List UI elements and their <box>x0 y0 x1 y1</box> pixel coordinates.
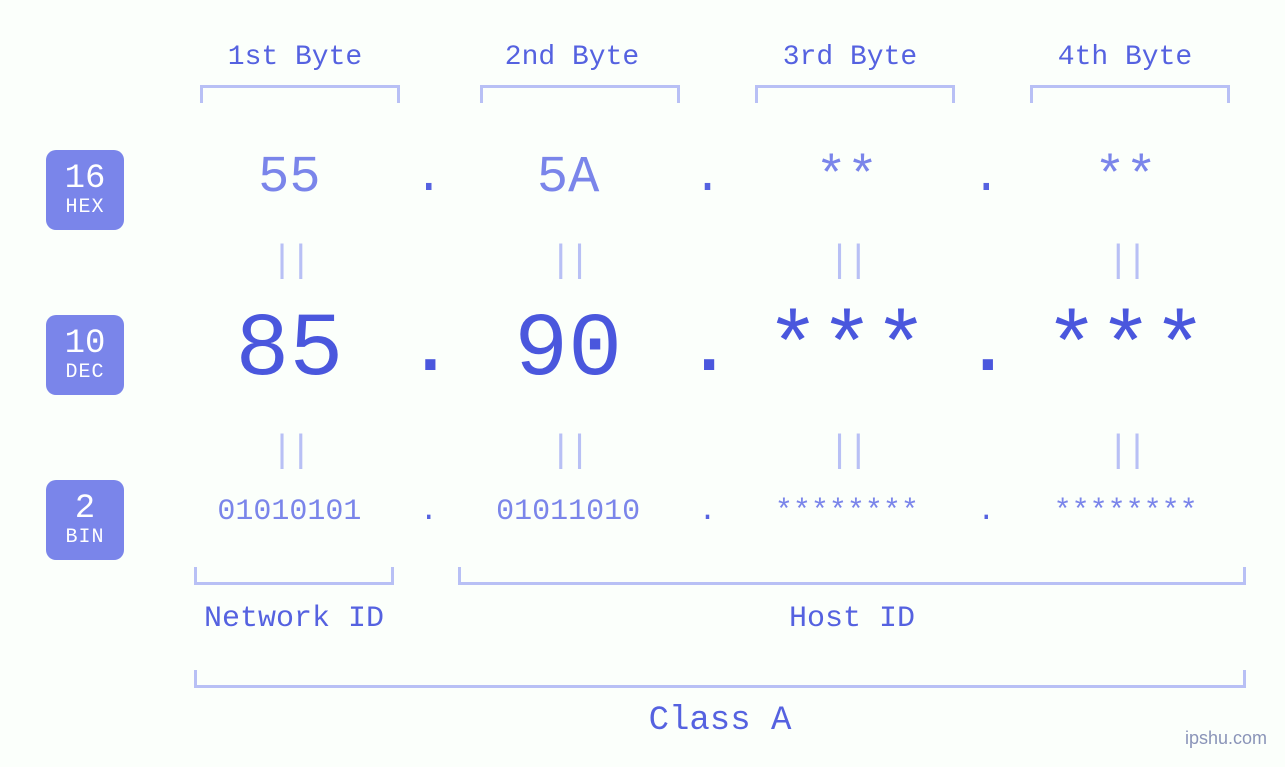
bin-val-4: ******** <box>1006 495 1245 529</box>
byte-header-4: 4th Byte <box>1015 42 1235 73</box>
bin-val-2: 01011010 <box>449 495 688 529</box>
bin-row: 01010101 . 01011010 . ******** . *******… <box>170 495 1245 529</box>
dot: . <box>409 310 449 392</box>
top-bracket-4 <box>1030 85 1230 103</box>
dot: . <box>409 495 449 529</box>
host-label: Host ID <box>458 602 1246 636</box>
hex-row: 55 . 5A . ** . ** <box>170 148 1245 207</box>
class-label: Class A <box>194 702 1246 740</box>
dec-val-3: *** <box>728 300 967 402</box>
dec-row: 85 . 90 . *** . *** <box>170 300 1245 402</box>
hex-val-2: 5A <box>449 148 688 207</box>
eq: || <box>1006 240 1245 283</box>
network-bracket <box>194 567 394 585</box>
bin-val-1: 01010101 <box>170 495 409 529</box>
dot: . <box>966 151 1006 205</box>
top-bracket-1 <box>200 85 400 103</box>
dot: . <box>409 151 449 205</box>
bin-val-3: ******** <box>728 495 967 529</box>
dot: . <box>688 310 728 392</box>
badge-hex-lbl: HEX <box>65 197 104 218</box>
eq: || <box>170 240 409 283</box>
top-bracket-2 <box>480 85 680 103</box>
byte-header-2: 2nd Byte <box>462 42 682 73</box>
dec-val-4: *** <box>1006 300 1245 402</box>
badge-dec: 10 DEC <box>46 315 124 395</box>
badge-bin-lbl: BIN <box>65 527 104 548</box>
eq: || <box>728 430 967 473</box>
badge-hex-num: 16 <box>65 162 106 198</box>
badge-bin-num: 2 <box>75 492 95 528</box>
eq: || <box>170 430 409 473</box>
dec-val-1: 85 <box>170 300 409 402</box>
badge-hex: 16 HEX <box>46 150 124 230</box>
network-label: Network ID <box>194 602 394 636</box>
ip-diagram: 1st Byte 2nd Byte 3rd Byte 4th Byte 16 H… <box>0 0 1285 767</box>
byte-header-3: 3rd Byte <box>740 42 960 73</box>
eq: || <box>728 240 967 283</box>
eq: || <box>449 430 688 473</box>
hex-val-3: ** <box>728 148 967 207</box>
dec-val-2: 90 <box>449 300 688 402</box>
watermark: ipshu.com <box>1185 728 1267 749</box>
byte-header-1: 1st Byte <box>185 42 405 73</box>
dot: . <box>688 495 728 529</box>
badge-dec-num: 10 <box>65 327 106 363</box>
badge-dec-lbl: DEC <box>65 362 104 383</box>
dot: . <box>966 310 1006 392</box>
badge-bin: 2 BIN <box>46 480 124 560</box>
hex-val-1: 55 <box>170 148 409 207</box>
dot: . <box>966 495 1006 529</box>
eq: || <box>449 240 688 283</box>
eq-row-bottom: || || || || <box>170 430 1245 473</box>
eq: || <box>1006 430 1245 473</box>
eq-row-top: || || || || <box>170 240 1245 283</box>
class-bracket <box>194 670 1246 688</box>
hex-val-4: ** <box>1006 148 1245 207</box>
dot: . <box>688 151 728 205</box>
host-bracket <box>458 567 1246 585</box>
top-bracket-3 <box>755 85 955 103</box>
